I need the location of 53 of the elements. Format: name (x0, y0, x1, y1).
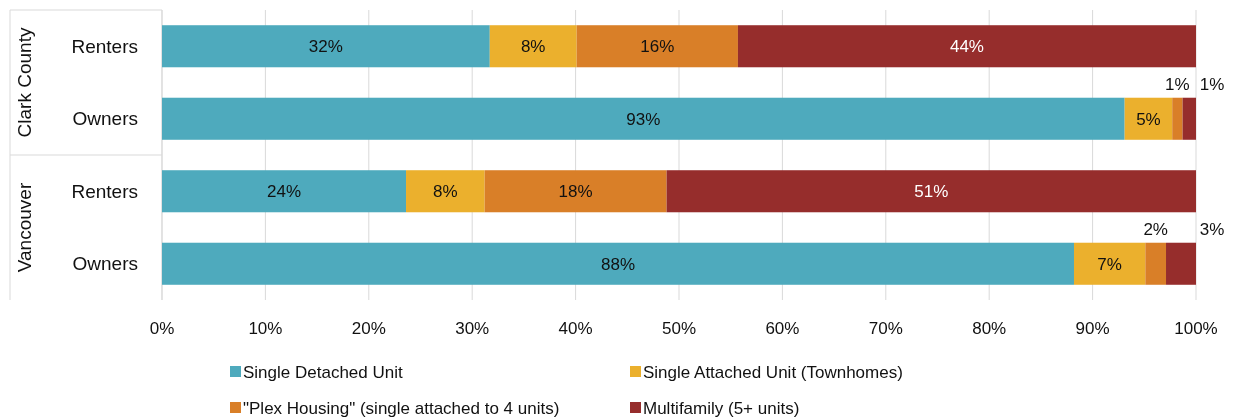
data-label: 93% (626, 109, 661, 129)
bar (1145, 242, 1167, 285)
data-label: 88% (600, 254, 636, 274)
x-tick-label: 100% (1174, 319, 1218, 338)
data-label: 1% (1165, 74, 1190, 94)
data-label: 2% (1143, 219, 1168, 239)
bar (162, 97, 1125, 140)
x-tick-label: 90% (1075, 319, 1110, 338)
legend-label: Single Detached Unit (243, 362, 403, 382)
bar (162, 170, 407, 213)
x-tick-label: 60% (765, 319, 800, 338)
bar (484, 170, 667, 213)
legend-label: Single Attached Unit (Townhomes) (643, 362, 903, 382)
data-label: 51% (914, 182, 949, 202)
y-tick-label: Owners (72, 253, 138, 275)
data-label: 16% (640, 37, 675, 57)
x-tick-label: 10% (248, 319, 283, 338)
bar (666, 170, 1196, 213)
x-tick-label: 80% (972, 319, 1007, 338)
data-label: 5% (1136, 109, 1161, 129)
x-tick-label: 50% (661, 319, 697, 338)
x-tick-label: 70% (868, 319, 903, 338)
legend-label: "Plex Housing" (single attached to 4 units) (243, 398, 560, 418)
bar (162, 242, 1074, 285)
bar (406, 170, 485, 213)
data-label: 18% (558, 182, 593, 202)
bar (162, 25, 490, 68)
y-tick-label: Renters (71, 180, 138, 202)
bar (489, 25, 577, 68)
data-label: 7% (1097, 254, 1122, 274)
bar (1073, 242, 1146, 285)
y-tick-label: Owners (72, 108, 138, 130)
bar (737, 25, 1196, 68)
data-label: 32% (308, 37, 343, 57)
legend-label: Multifamily (5+ units) (643, 398, 800, 418)
data-label: 8% (520, 37, 546, 57)
bar (1182, 97, 1196, 140)
y-tick-label: Renters (71, 35, 138, 57)
x-tick-label: 20% (351, 319, 386, 338)
data-label: 3% (1199, 219, 1225, 239)
text: Vancouver (14, 182, 35, 273)
x-tick-label: 30% (455, 319, 490, 338)
data-label: 1% (1199, 74, 1225, 94)
bar (576, 25, 738, 68)
bar (1124, 97, 1173, 140)
x-tick-label: 0% (149, 319, 175, 338)
data-label: 44% (949, 37, 984, 57)
text: Clark County (14, 27, 35, 138)
bar (1166, 242, 1196, 285)
data-label: 24% (267, 182, 302, 202)
bar (1172, 97, 1183, 140)
x-tick-label: 40% (558, 319, 593, 338)
data-label: 8% (433, 182, 458, 202)
